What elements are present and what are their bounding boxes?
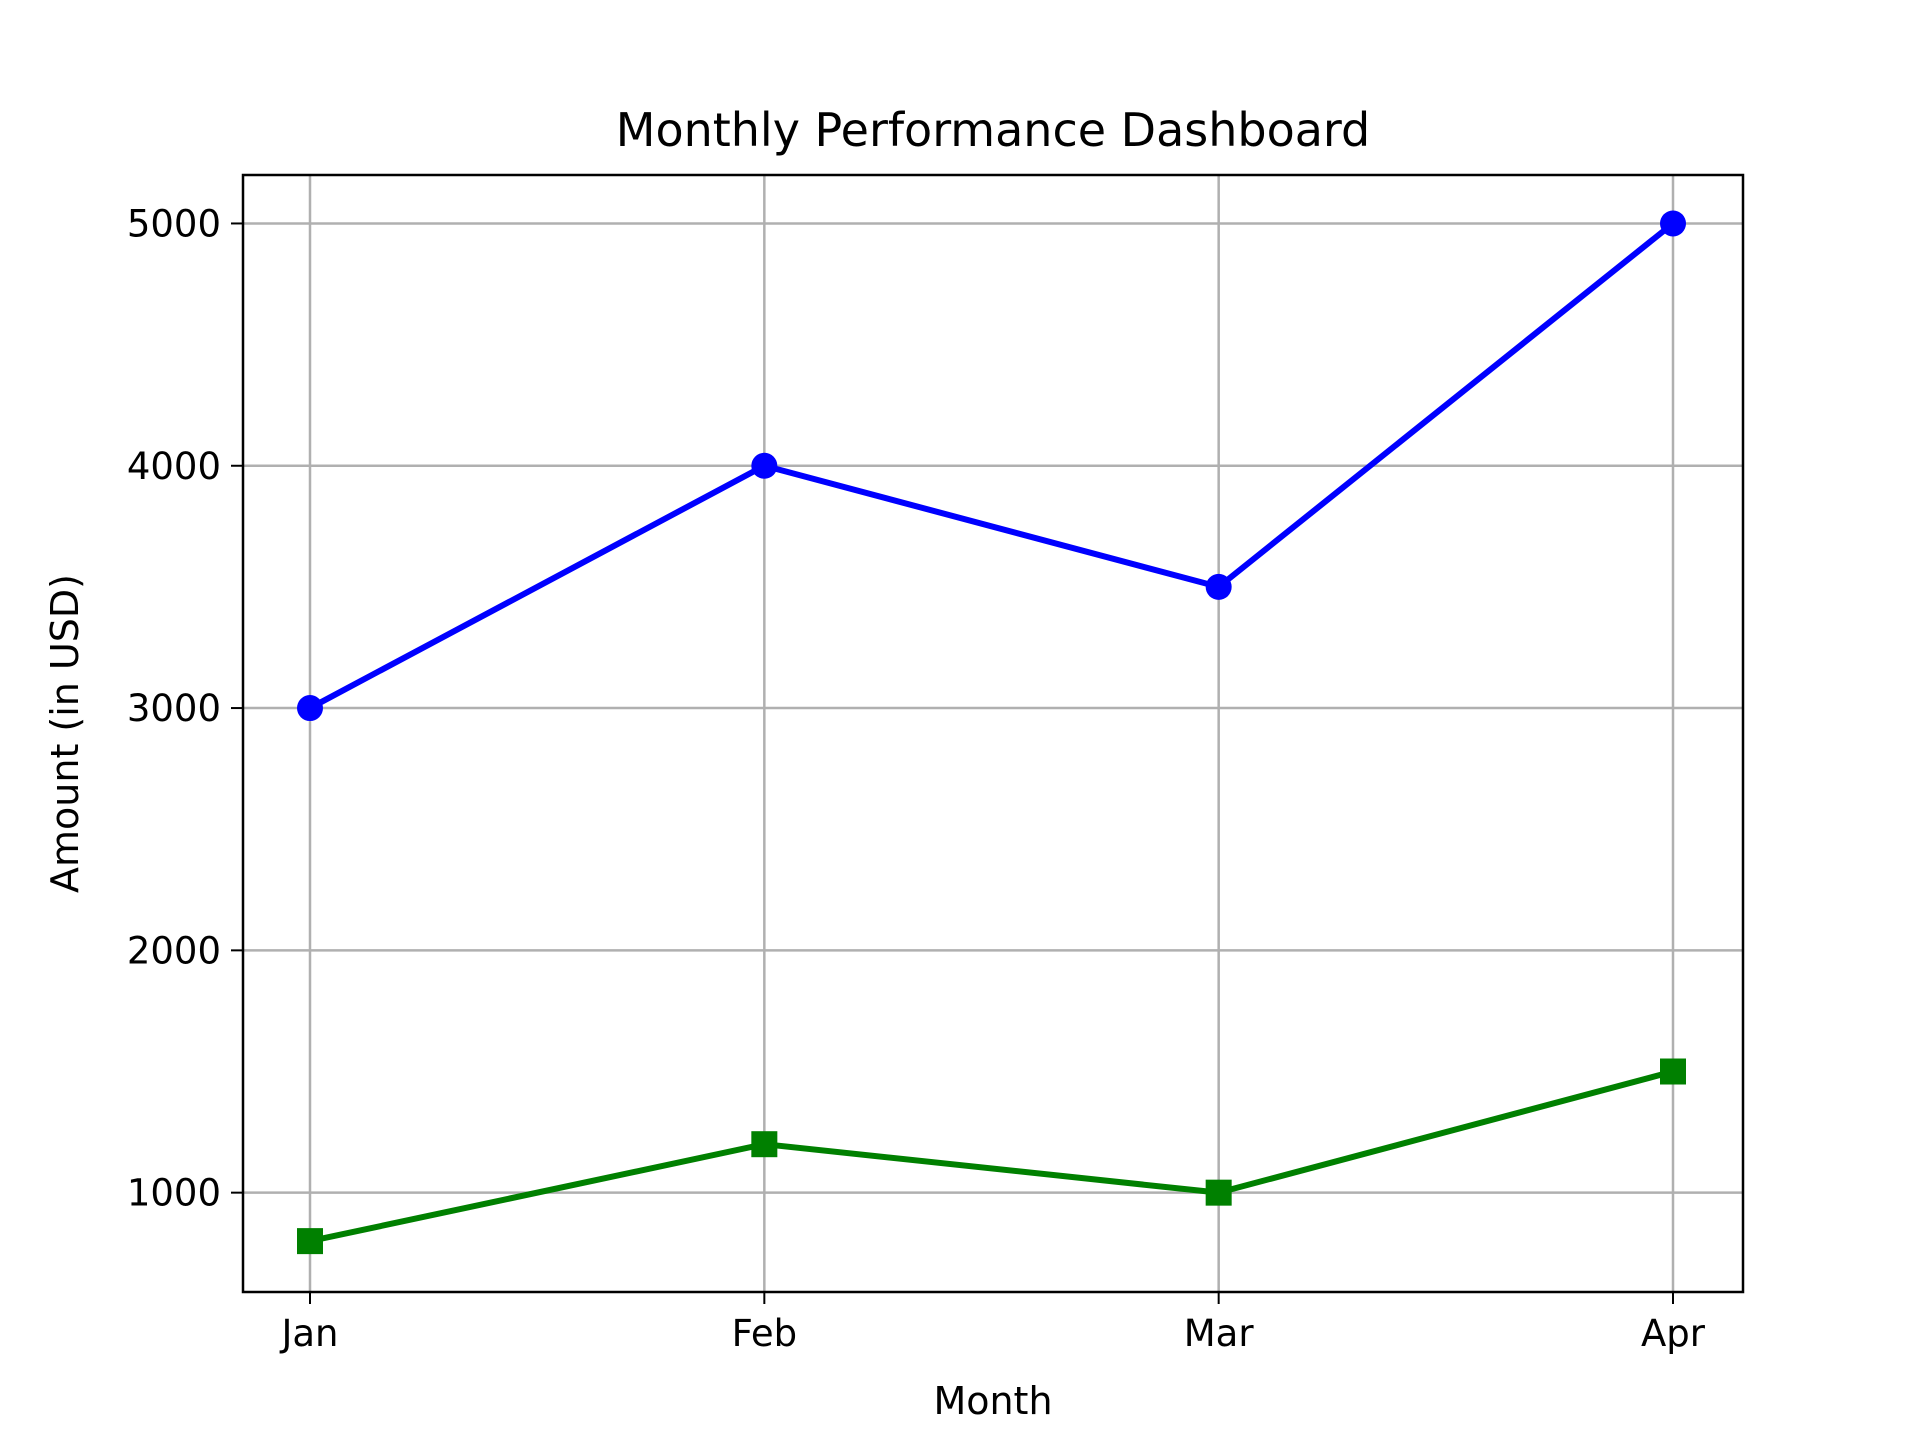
x-tick-label: Jan: [279, 1312, 338, 1355]
data-point-circle: [751, 452, 778, 479]
grid-lines: [243, 175, 1743, 1292]
series-2: [297, 1058, 1686, 1255]
data-point-square: [751, 1131, 778, 1158]
y-tick-label: 1000: [127, 1172, 221, 1215]
x-tick-label: Feb: [732, 1312, 798, 1355]
y-tick-label: 2000: [127, 929, 221, 972]
x-tick-label: Apr: [1641, 1312, 1706, 1355]
y-tick-label: 5000: [127, 202, 221, 245]
x-axis-label: Month: [933, 1379, 1052, 1423]
y-tick-label: 4000: [127, 445, 221, 488]
data-point-circle: [1660, 210, 1686, 237]
series-line: [307, 220, 1676, 712]
plot-frame: [241, 173, 1745, 1294]
axis-ticks: Jan Feb Mar Apr 1000 2000 3000 4000 5000: [127, 202, 1706, 1355]
data-point-circle: [297, 695, 323, 722]
data-point-square: [1660, 1058, 1686, 1085]
data-point-square: [297, 1228, 323, 1255]
data-point-square: [1205, 1179, 1232, 1206]
series-1: [297, 210, 1686, 722]
x-tick-label: Mar: [1184, 1312, 1255, 1355]
y-axis-label: Amount (in USD): [43, 574, 87, 893]
series-layer: [297, 210, 1686, 1255]
series-line: [307, 1068, 1676, 1245]
chart-title: Monthly Performance Dashboard: [616, 103, 1371, 157]
y-tick-label: 3000: [127, 687, 221, 730]
data-point-circle: [1205, 573, 1232, 600]
